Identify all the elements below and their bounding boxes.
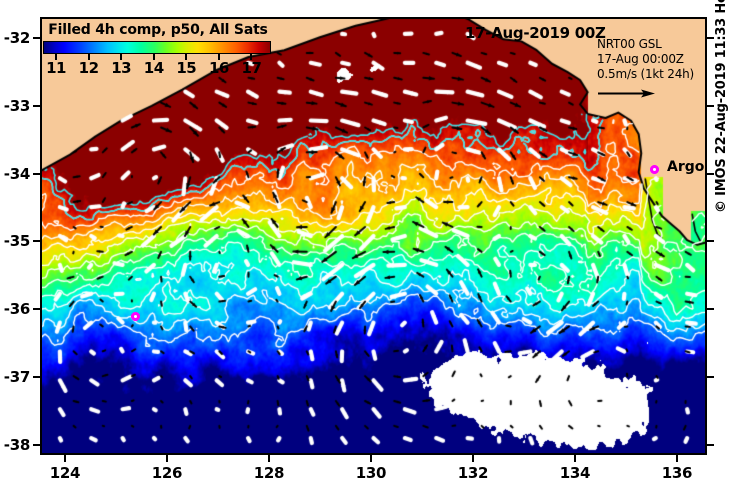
colorbar-tick bbox=[185, 54, 188, 60]
colorbar-tick-label: 11 bbox=[46, 59, 66, 77]
y-tick-label: -32 bbox=[3, 28, 31, 47]
legend-time-line: 17-Aug 00:00Z bbox=[597, 52, 684, 66]
y-tick bbox=[33, 172, 40, 175]
argo-marker[interactable] bbox=[650, 165, 659, 174]
colorbar-tick bbox=[120, 54, 123, 60]
sst-raster-canvas bbox=[42, 19, 705, 453]
colorbar-tick bbox=[87, 54, 90, 60]
x-tick-label: 130 bbox=[355, 464, 387, 482]
y-tick bbox=[33, 443, 40, 446]
x-tick-label: 124 bbox=[49, 464, 81, 482]
colorbar: Filled 4h comp, p50, All Sats 11 12 13 14 15… bbox=[42, 22, 274, 77]
x-tick-label: 132 bbox=[457, 464, 489, 482]
colorbar-tick-label: 13 bbox=[111, 59, 132, 77]
colorbar-title: Filled 4h comp, p50, All Sats bbox=[48, 22, 268, 38]
x-tick-label: 126 bbox=[151, 464, 183, 482]
map-plot-area[interactable] bbox=[40, 17, 707, 455]
y-tick-right bbox=[707, 376, 714, 379]
argo-marker[interactable] bbox=[131, 312, 140, 321]
x-tick-label: 128 bbox=[253, 464, 285, 482]
legend-scale-line: 0.5m/s (1kt 24h) bbox=[597, 67, 695, 81]
date-header: 17-Aug-2019 00Z bbox=[465, 24, 606, 42]
y-tick-label: -37 bbox=[3, 368, 31, 387]
y-tick bbox=[33, 240, 40, 243]
y-tick-right bbox=[707, 443, 714, 446]
y-tick-label: -36 bbox=[3, 300, 31, 319]
x-tick-label: 134 bbox=[559, 464, 591, 482]
right-arrow-icon bbox=[597, 84, 705, 103]
x-tick bbox=[675, 455, 678, 462]
colorbar-tick-label: 14 bbox=[143, 59, 164, 77]
colorbar-tick-label: 15 bbox=[176, 59, 197, 77]
credit-text: © IMOS 22-Aug-2019 11:33 Hobart bbox=[714, 0, 729, 213]
y-tick-label: -38 bbox=[3, 435, 31, 454]
colorbar-tick bbox=[55, 54, 58, 60]
x-tick bbox=[369, 455, 372, 462]
y-tick-label: -33 bbox=[3, 96, 31, 115]
x-tick bbox=[63, 455, 66, 462]
legend-product-line: NRT00 GSL bbox=[597, 37, 662, 51]
y-tick-right bbox=[707, 240, 714, 243]
y-tick bbox=[33, 36, 40, 39]
y-tick-label: -35 bbox=[3, 232, 31, 251]
y-tick-label: -34 bbox=[3, 164, 31, 183]
colorbar-tick bbox=[217, 54, 220, 60]
x-tick bbox=[573, 455, 576, 462]
y-tick-right bbox=[707, 172, 714, 175]
x-tick-label: 136 bbox=[661, 464, 693, 482]
y-tick bbox=[33, 376, 40, 379]
current-vector-legend: NRT00 GSL 17-Aug 00:00Z 0.5m/s (1kt 24h) bbox=[597, 37, 705, 103]
argo-label: Argo bbox=[667, 159, 705, 175]
y-tick-right bbox=[707, 104, 714, 107]
colorbar-gradient bbox=[43, 41, 271, 54]
x-tick bbox=[267, 455, 270, 462]
colorbar-tick-label: 12 bbox=[78, 59, 99, 77]
colorbar-tick bbox=[250, 54, 253, 60]
x-tick bbox=[471, 455, 474, 462]
colorbar-tick-label: 16 bbox=[208, 59, 229, 77]
x-tick bbox=[165, 455, 168, 462]
y-tick-right bbox=[707, 36, 714, 39]
y-tick bbox=[33, 104, 40, 107]
colorbar-tick-label: 17 bbox=[241, 59, 262, 77]
y-tick bbox=[33, 308, 40, 311]
colorbar-tick bbox=[152, 54, 155, 60]
y-tick-right bbox=[707, 308, 714, 311]
